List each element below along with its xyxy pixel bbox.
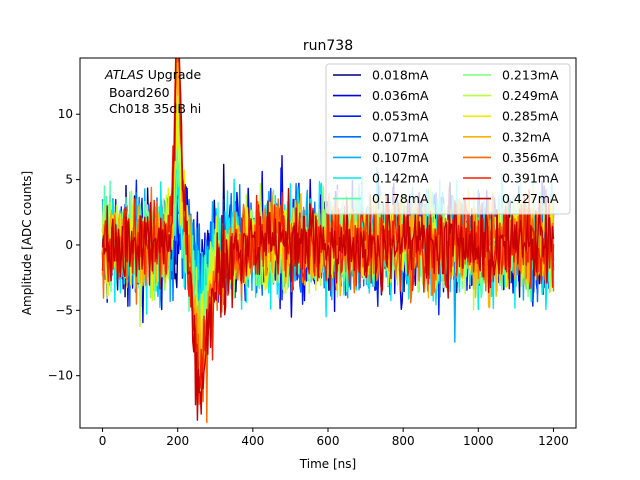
annotation-line-1: ATLAS Upgrade	[104, 67, 201, 82]
legend-label: 0.356mA	[502, 150, 559, 165]
y-tick-label: −5	[55, 303, 73, 317]
y-axis-label: Amplitude [ADC counts]	[20, 171, 34, 315]
chart-title: run738	[303, 38, 353, 54]
x-tick-label: 400	[241, 434, 264, 448]
x-tick-label: 0	[99, 434, 107, 448]
annotation-line-3: Ch018 35dB hi	[109, 101, 201, 116]
atlas-annotation: ATLAS Upgrade Board260 Ch018 35dB hi	[104, 67, 201, 116]
legend-label: 0.071mA	[372, 129, 429, 144]
legend-label: 0.213mA	[502, 68, 559, 83]
legend-label: 0.178mA	[372, 191, 429, 206]
legend: 0.018mA 0.036mA 0.053mA 0.071mA 0.107mA 0.142…	[325, 63, 571, 215]
x-tick-label: 600	[317, 434, 340, 448]
legend-label: 0.249mA	[502, 88, 559, 103]
annotation-upgrade: Upgrade	[144, 67, 202, 82]
y-tick-label: 5	[65, 173, 73, 187]
legend-label: 0.427mA	[502, 191, 559, 206]
annotation-atlas: ATLAS	[104, 67, 144, 82]
legend-label: 0.107mA	[372, 150, 429, 165]
y-tick-label: 10	[58, 107, 73, 121]
legend-label: 0.036mA	[372, 88, 429, 103]
series-line-0.356mA	[101, 58, 555, 424]
legend-label: 0.142mA	[372, 171, 429, 186]
x-tick-label: 1000	[463, 434, 494, 448]
legend-label: 0.391mA	[502, 171, 559, 186]
legend-items: 0.018mA 0.036mA 0.053mA 0.071mA 0.107mA 0.142…	[333, 68, 559, 206]
x-axis-label: Time [ns]	[299, 457, 356, 471]
x-tick-label: 200	[166, 434, 189, 448]
legend-box	[325, 63, 571, 215]
annotation-line-2: Board260	[109, 85, 170, 100]
x-tick-label: 1200	[538, 434, 569, 448]
series-line-0.427mA	[101, 58, 555, 421]
legend-label: 0.32mA	[502, 129, 551, 144]
legend-label: 0.285mA	[502, 109, 559, 124]
legend-label: 0.053mA	[372, 109, 429, 124]
y-tick-label: −10	[48, 369, 73, 383]
y-tick-label: 0	[65, 238, 73, 252]
legend-label: 0.018mA	[372, 68, 429, 83]
x-tick-label: 800	[392, 434, 415, 448]
axis-ticks: 0 200 400 600 800 1000 1200 −10 −5 0 5 10	[48, 107, 569, 448]
